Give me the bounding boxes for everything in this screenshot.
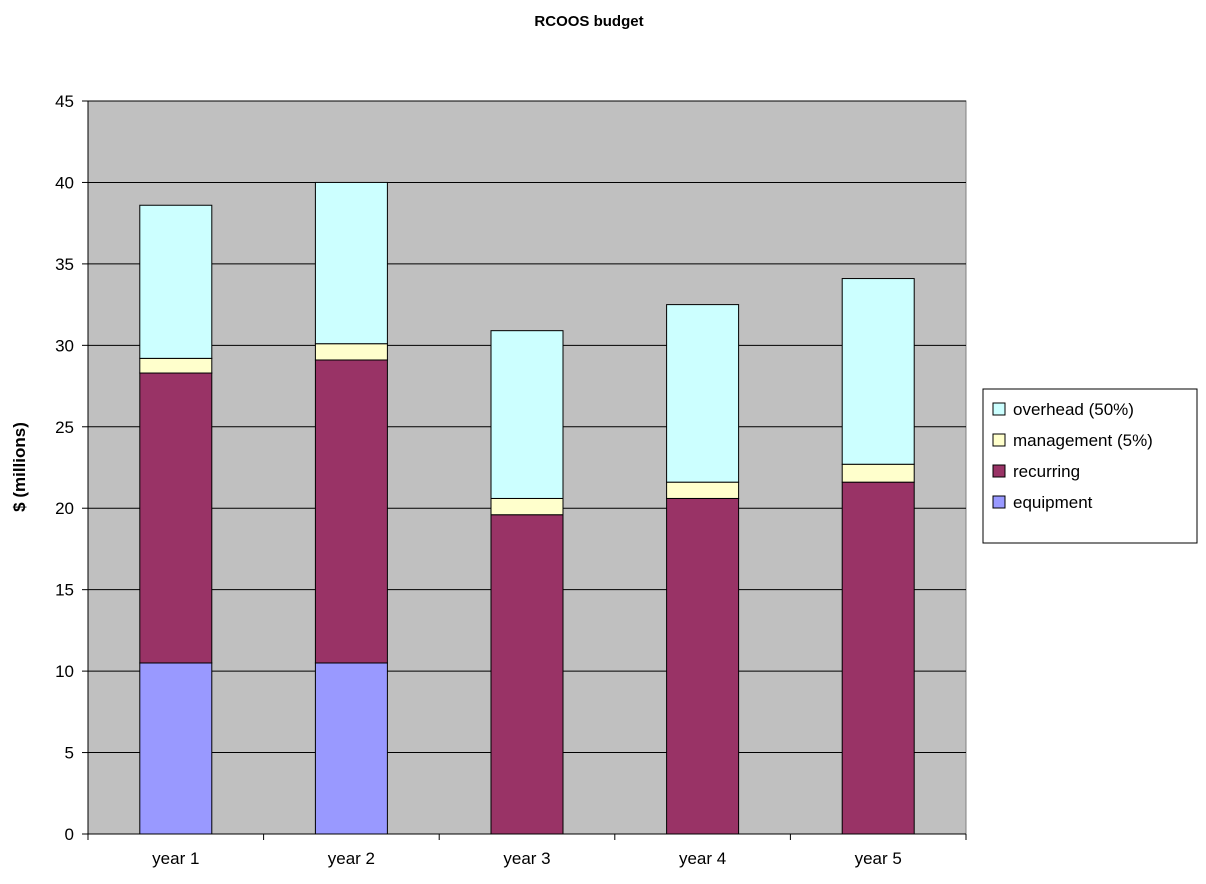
bar-recurring-4 [666,497,740,835]
y-tick-label: 15 [55,581,74,600]
bar-overhead-2 [314,181,388,345]
bar-recurring-3 [490,514,564,835]
bar-recurring-2 [314,359,388,664]
y-tick-label: 35 [55,255,74,274]
x-tick-label: year 5 [855,849,902,868]
x-tick-label: year 4 [679,849,726,868]
x-tick-label: year 2 [328,849,375,868]
bar-overhead-5 [841,278,915,465]
bar-management-4 [666,481,740,499]
bar-equipment-1 [139,662,213,835]
bar-management-5 [841,463,915,483]
legend-label: management (5%) [1013,431,1153,450]
x-tick-label: year 1 [152,849,199,868]
legend-label: recurring [1013,462,1080,481]
y-tick-label: 20 [55,499,74,518]
legend-label: overhead (50%) [1013,400,1134,419]
y-tick-label: 30 [55,336,74,355]
legend-swatch [992,433,1006,447]
legend: overhead (50%) management (5%) recurring eq… [982,388,1198,544]
y-tick-label: 0 [65,825,74,844]
bar-management-2 [314,343,388,361]
bar-recurring-5 [841,481,915,835]
legend-box [982,388,1198,544]
legend-label: equipment [1013,493,1093,512]
bars [139,181,915,835]
bar-management-3 [490,497,564,516]
chart-title: RCOOS budget [534,13,643,30]
bar-overhead-4 [666,304,740,483]
x-tick-label: year 3 [503,849,550,868]
bar-equipment-2 [314,662,388,835]
legend-swatch [992,402,1006,416]
legend-swatch [992,495,1006,509]
y-tick-label: 25 [55,418,74,437]
bar-overhead-3 [490,330,564,499]
bar-management-1 [139,357,213,374]
bar-recurring-1 [139,372,213,664]
y-tick-label: 5 [65,744,74,763]
legend-swatch [992,464,1006,478]
axes: 0 5 10 15 20 25 30 35 40 45 year 1 year 2 year 3 year… [55,92,967,868]
bar-overhead-1 [139,204,213,359]
y-axis-label: $ (millions) [10,422,29,512]
y-tick-label: 10 [55,662,74,681]
y-tick-label: 45 [55,92,74,111]
y-tick-label: 40 [55,173,74,192]
